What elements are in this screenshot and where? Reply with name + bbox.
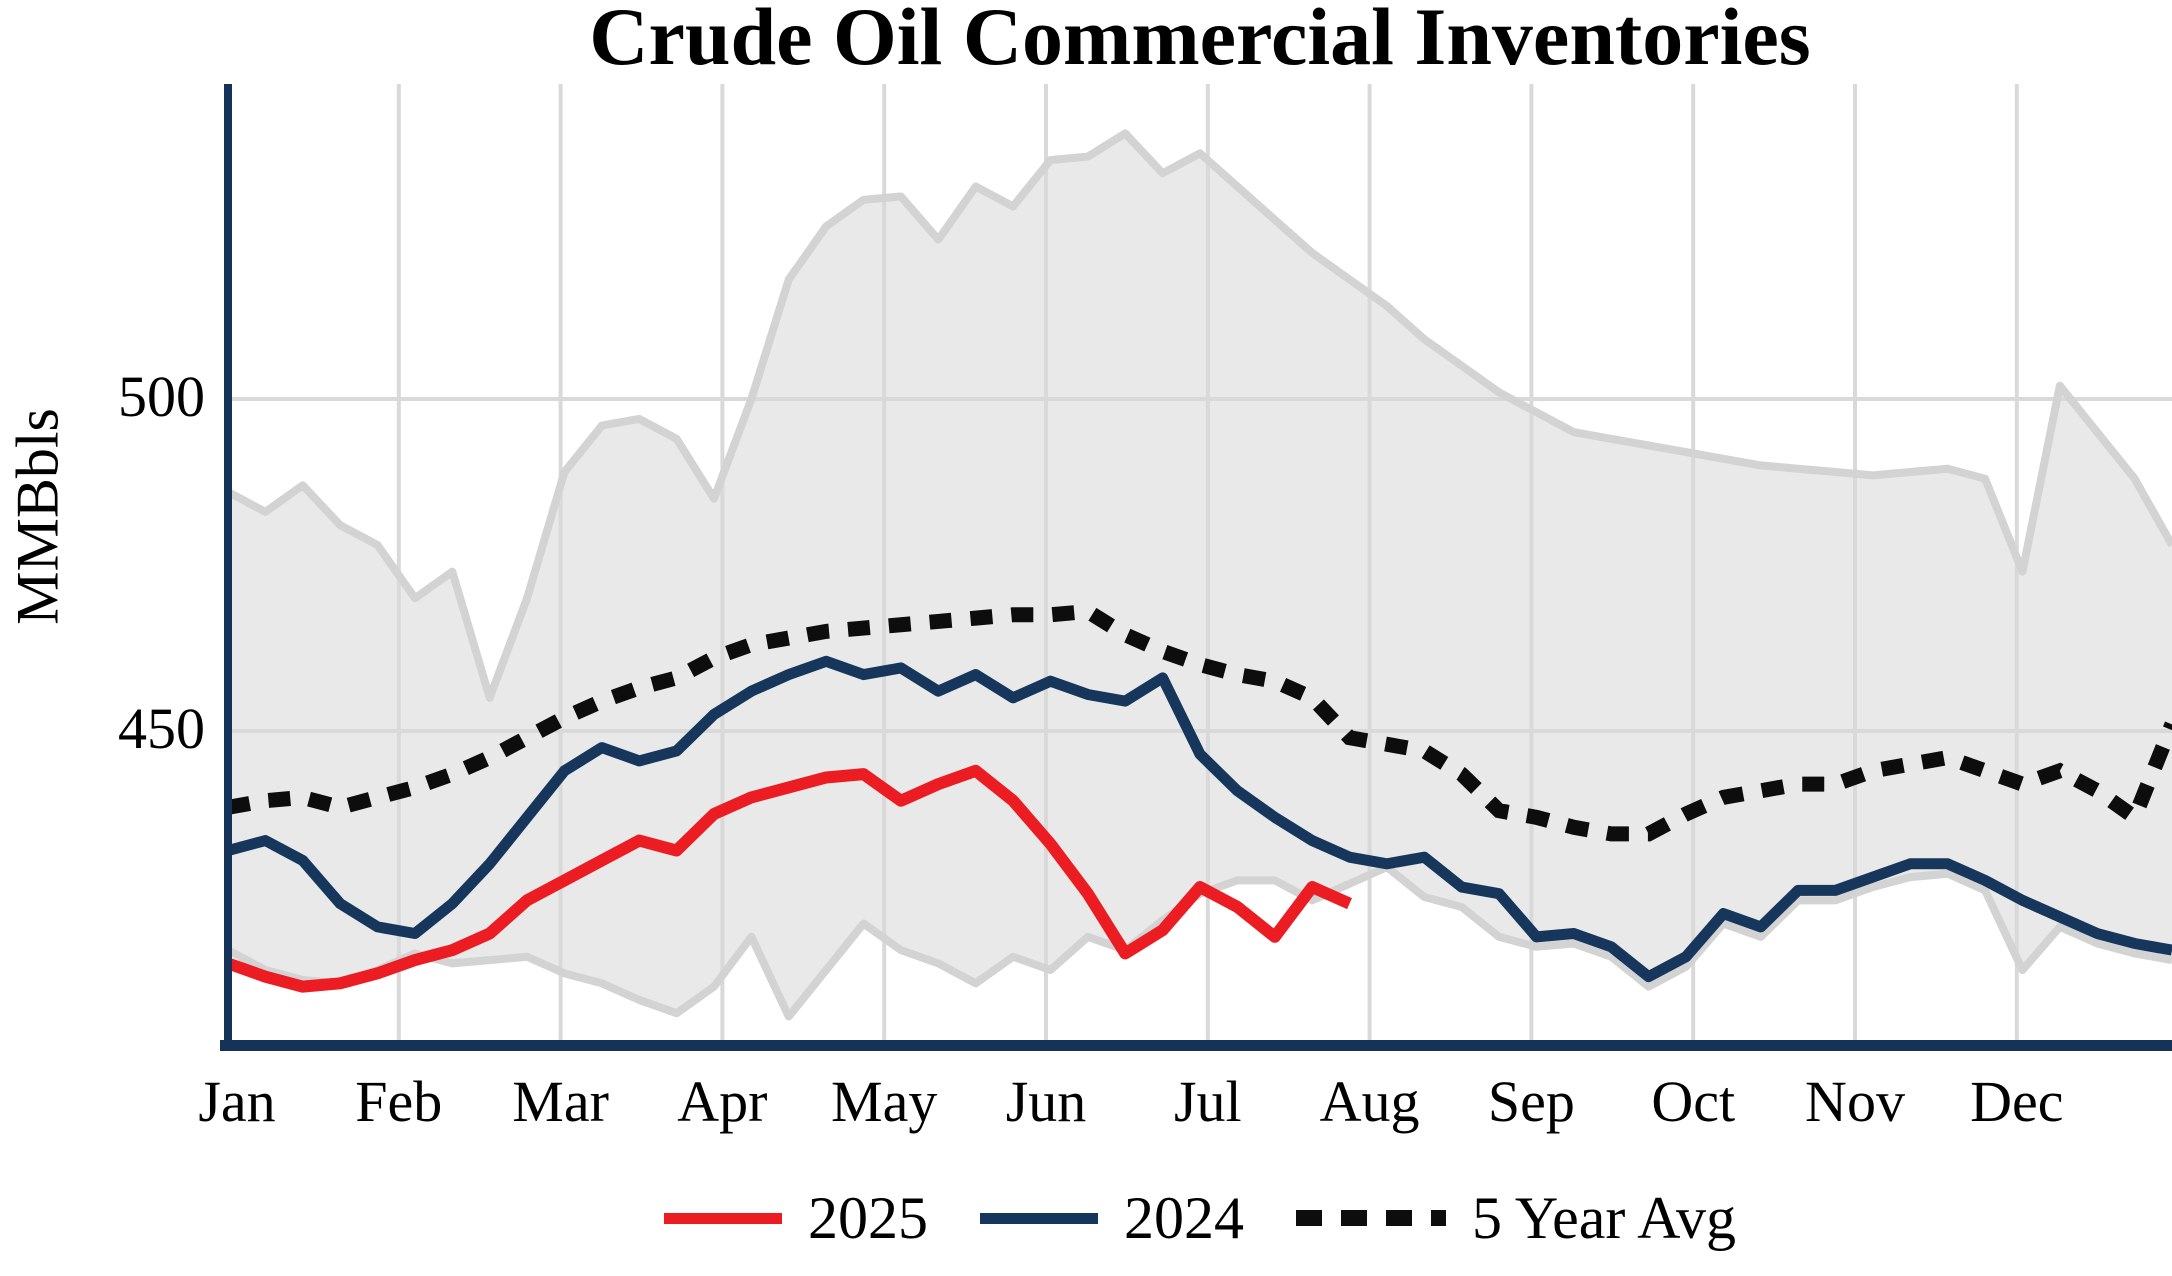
chart-legend: 2025 2024 5 Year Avg	[228, 1178, 2172, 1258]
legend-label: 5 Year Avg	[1472, 1185, 1736, 1251]
line-2025	[225, 764, 1352, 993]
x-axis-spine	[220, 1040, 2172, 1051]
month-label-may: May	[831, 1069, 938, 1134]
legend-item-2025: 2025	[664, 1188, 928, 1248]
chart-title: Crude Oil Commercial Inventories	[589, 0, 1811, 82]
five-year-range-band	[228, 133, 2172, 1017]
month-label-jun: Jun	[1005, 1069, 1087, 1134]
legend-swatch-2025	[664, 1212, 783, 1224]
legend-item-5-year-avg: 5 Year Avg	[1296, 1188, 1736, 1248]
legend-label: 2024	[1124, 1185, 1245, 1251]
month-label-dec: Dec	[1970, 1069, 2064, 1134]
legend-swatch-dotted	[1296, 1210, 1447, 1226]
y-tick-label-450: 450	[118, 695, 205, 761]
legend-swatch-2024	[980, 1212, 1099, 1224]
y-axis-spine	[224, 84, 232, 1050]
line-5-year-avg	[226, 603, 2172, 842]
month-label-nov: Nov	[1805, 1069, 1905, 1134]
month-label-oct: Oct	[1651, 1069, 1736, 1134]
month-label-apr: Apr	[677, 1069, 768, 1134]
band-upper-edge	[226, 129, 2172, 702]
month-label-mar: Mar	[512, 1069, 609, 1134]
y-tick-label-500: 500	[118, 363, 205, 429]
line-2024	[226, 655, 2172, 983]
month-label-feb: Feb	[355, 1069, 443, 1134]
month-label-jul: Jul	[1173, 1069, 1242, 1134]
month-label-sep: Sep	[1487, 1069, 1575, 1134]
month-label-jan: Jan	[198, 1069, 276, 1134]
legend-label: 2025	[808, 1185, 929, 1251]
legend-item-2024: 2024	[980, 1188, 1244, 1248]
month-label-aug: Aug	[1319, 1069, 1420, 1134]
